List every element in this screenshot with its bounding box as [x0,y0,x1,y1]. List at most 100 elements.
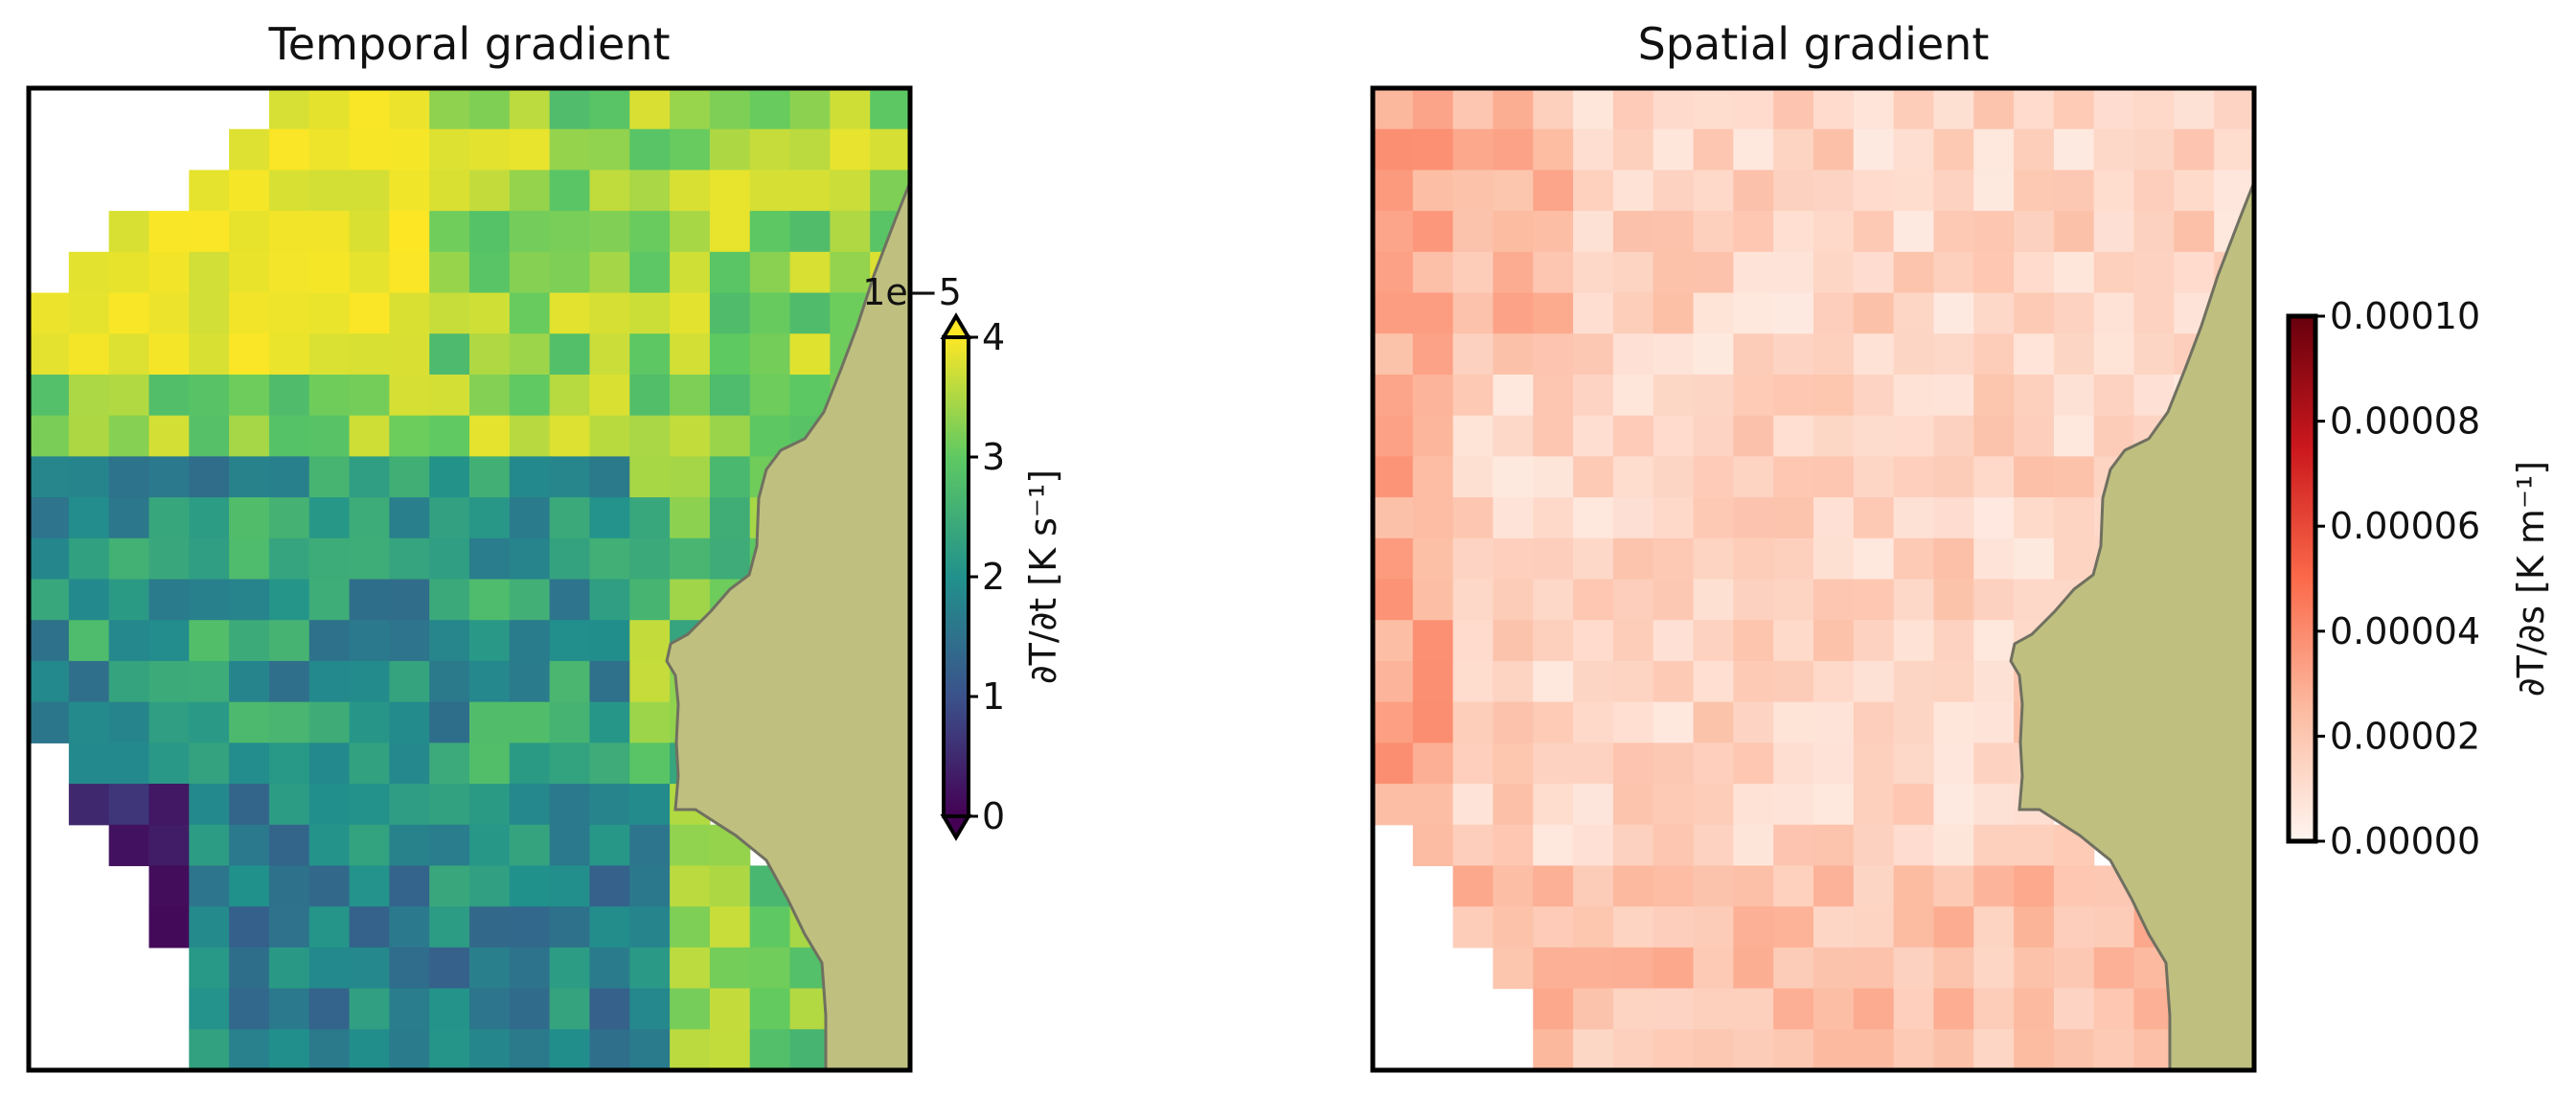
heatmap-cell [229,292,270,334]
heatmap-cell [2053,415,2095,457]
heatmap-cell [629,537,671,581]
heatmap-cell [1893,906,1935,948]
temporal-colorbar: 0 1 2 3 4 1e−5 ∂T/∂t [K s⁻¹] [862,271,1064,841]
heatmap-cell [589,824,630,867]
heatmap-cell [1612,456,1654,498]
heatmap-cell [1373,170,1414,212]
heatmap-cell [308,906,351,948]
heatmap-cell [1973,579,2015,621]
heatmap-cell [2093,906,2135,948]
heatmap-cell [789,333,831,376]
heatmap-cell [148,211,190,253]
heatmap-cell [1973,333,2015,376]
heatmap-cell [1933,251,1974,294]
heatmap-cell [1733,988,1774,1030]
heatmap-cell [589,537,630,581]
heatmap-cell [268,865,310,907]
heatmap-cell [1853,784,1895,826]
heatmap-cell [389,128,430,171]
heatmap-cell [2053,906,2095,948]
heatmap-cell [1893,988,1935,1030]
heatmap-cell [389,537,430,581]
heatmap-cell [1973,497,2015,539]
heatmap-cell [1653,88,1695,130]
heatmap-cell [1493,824,1534,867]
heatmap-cell [509,292,551,334]
heatmap-cell [108,251,150,294]
heatmap-cell [1773,784,1814,826]
heatmap-cell [148,537,190,581]
heatmap-cell [229,701,270,743]
heatmap-cell [1933,865,1974,907]
heatmap-cell [1452,620,1494,662]
heatmap-cell [308,1029,351,1070]
heatmap-cell [1493,620,1534,662]
heatmap-cell [148,579,190,621]
heatmap-cell [429,701,470,743]
heatmap-cell [429,824,470,867]
heatmap-cell [749,211,791,253]
heatmap-cell [670,579,711,621]
heatmap-cell [469,579,511,621]
heatmap-cell [229,947,270,990]
heatmap-cell [1893,456,1935,498]
heatmap-cell [1893,292,1935,334]
heatmap-cell [189,701,230,743]
heatmap-cell [670,1029,711,1070]
heatmap-cell [1493,374,1534,417]
heatmap-cell [469,988,511,1030]
heatmap-cell [1493,292,1534,334]
heatmap-cell [1452,415,1494,457]
heatmap-cell [549,1029,591,1070]
heatmap-cell [2093,1029,2135,1070]
heatmap-cell [1773,1029,1814,1070]
heatmap-cell [670,415,711,457]
heatmap-cell [29,374,70,417]
colorbar-tick-label: 3 [982,436,1005,478]
heatmap-cell [2053,1029,2095,1070]
heatmap-cell [629,743,671,785]
heatmap-cell [1612,251,1654,294]
heatmap-cell [1452,701,1494,743]
heatmap-cell [509,333,551,376]
heatmap-cell [2014,947,2055,990]
heatmap-cell [429,292,470,334]
heatmap-cell [549,865,591,907]
heatmap-cell [1373,211,1414,253]
heatmap-cell [1653,456,1695,498]
heatmap-cell [1813,128,1855,171]
heatmap-cell [549,701,591,743]
heatmap-cell [1933,988,1974,1030]
heatmap-cell [1612,865,1654,907]
heatmap-cell [2093,170,2135,212]
heatmap-cell [1813,620,1855,662]
heatmap-cell [68,497,110,539]
heatmap-cell [229,784,270,826]
heatmap-cell [229,1029,270,1070]
heatmap-cell [1412,620,1454,662]
heatmap-cell [629,374,671,417]
heatmap-cell [2014,88,2055,130]
heatmap-cell [469,374,511,417]
heatmap-cell [148,824,190,867]
heatmap-cell [1373,660,1414,703]
heatmap-cell [2133,170,2175,212]
heatmap-cell [1813,456,1855,498]
heatmap-cell [709,128,751,171]
heatmap-cell [1693,620,1734,662]
heatmap-cell [1533,88,1574,130]
heatmap-cell [1853,211,1895,253]
heatmap-cell [308,660,351,703]
heatmap-cell [1773,292,1814,334]
heatmap-cell [389,988,430,1030]
heatmap-cell [549,660,591,703]
heatmap-cell [349,88,390,130]
heatmap-cell [1733,1029,1774,1070]
heatmap-cell [2214,128,2254,171]
heatmap-cell [229,128,270,171]
heatmap-cell [1493,128,1534,171]
heatmap-cell [1813,333,1855,376]
heatmap-cell [1573,251,1614,294]
heatmap-cell [629,415,671,457]
heatmap-cell [1373,128,1414,171]
